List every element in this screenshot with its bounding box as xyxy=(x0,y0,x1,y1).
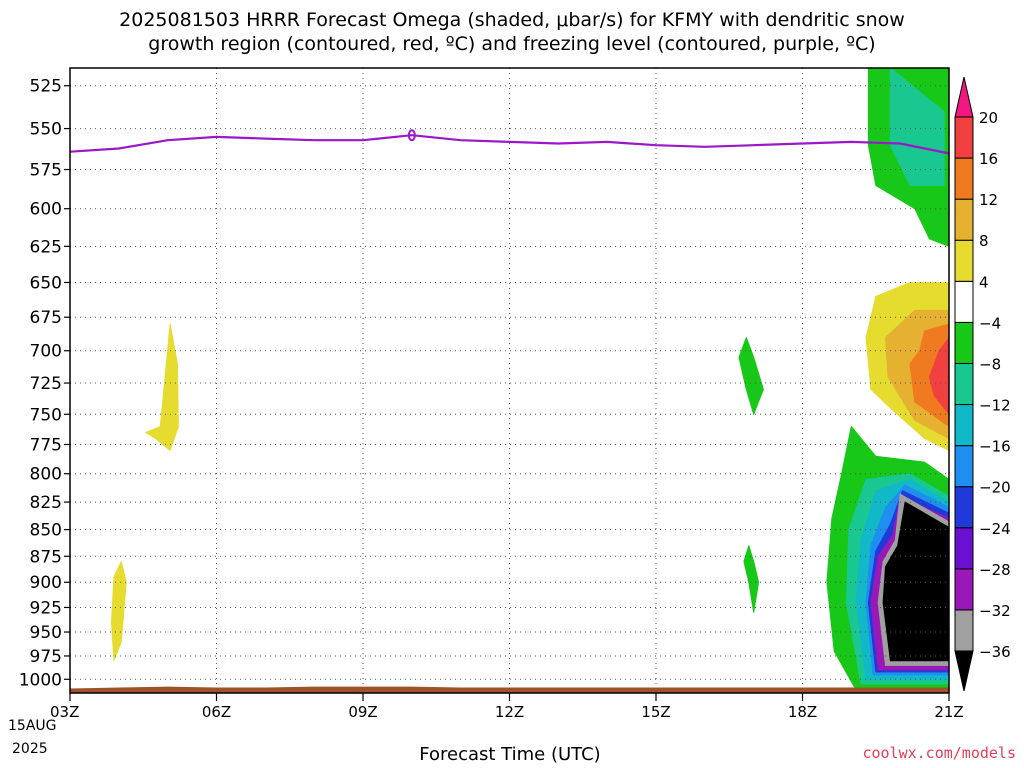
y-tick-label-575: 575 xyxy=(30,161,62,181)
x-tick-label-6z: 06Z xyxy=(202,703,231,721)
colorbar-box-9 xyxy=(954,239,974,282)
colorbar-box-1 xyxy=(954,568,974,611)
colorbar-box-3 xyxy=(954,486,974,529)
omega-region-green-neg-1700-0900 xyxy=(743,545,760,613)
plot-frame xyxy=(69,67,950,694)
y-tick-label-775: 775 xyxy=(30,435,62,455)
y-tick-label-550: 550 xyxy=(30,120,62,140)
omega-shading xyxy=(70,68,949,693)
x-axis-label: Forecast Time (UTC) xyxy=(419,744,601,765)
colorbar-label-11: −28 xyxy=(979,561,1011,579)
y-tick-label-925: 925 xyxy=(30,598,62,618)
colorbar-label-4: 4 xyxy=(979,273,989,291)
omega-region-black-neg-lower-right xyxy=(882,501,949,662)
y-tick-label-525: 525 xyxy=(30,77,62,97)
omega-region-green-neg-1700-0700 xyxy=(738,337,764,415)
colorbar: 20 16 12 8 4 −4 −8 −12 −16 −20 −24 −28 −32 −36 xyxy=(954,76,1011,692)
colorbar-box-7 xyxy=(954,321,974,364)
date-label-line1: 15AUG xyxy=(8,718,57,734)
colorbar-label-7: −12 xyxy=(979,397,1011,415)
omega-region-teal-upper-right xyxy=(889,68,945,186)
colorbar-label-6: −8 xyxy=(979,355,1001,373)
y-tick-label-825: 825 xyxy=(30,493,62,513)
chart-title-line2: growth region (contoured, red, ºC) and f… xyxy=(148,33,876,55)
colorbar-label-8: −16 xyxy=(979,438,1011,456)
x-axis: 03Z 06Z 09Z 12Z 15Z 18Z 21Z xyxy=(50,693,964,721)
credit-link[interactable]: coolwx.com/models xyxy=(862,744,1016,762)
colorbar-label-10: −24 xyxy=(979,520,1011,538)
y-tick-label-725: 725 xyxy=(30,374,62,394)
x-tick-label-9z: 09Z xyxy=(348,703,377,721)
colorbar-box-12 xyxy=(954,116,974,159)
y-tick-label-975: 975 xyxy=(30,647,62,667)
colorbar-label-3: 8 xyxy=(979,232,989,250)
x-tick-label-18z: 18Z xyxy=(788,703,817,721)
colorbar-label-12: −32 xyxy=(979,602,1011,620)
colorbar-box-8 xyxy=(954,280,974,323)
y-tick-label-750: 750 xyxy=(30,405,62,425)
grid-lines xyxy=(70,68,949,693)
colorbar-top-arrow xyxy=(954,76,974,118)
colorbar-box-10 xyxy=(954,198,974,241)
colorbar-label-1: 16 xyxy=(979,150,998,168)
y-tick-label-900: 900 xyxy=(30,573,62,593)
x-tick-label-21z: 21Z xyxy=(934,703,963,721)
y-tick-label-675: 675 xyxy=(30,308,62,328)
colorbar-label-0: 20 xyxy=(979,109,998,127)
colorbar-bottom-arrow xyxy=(954,650,974,692)
omega-region-red-pos-right xyxy=(929,337,949,415)
y-tick-label-950: 950 xyxy=(30,623,62,643)
terrain-fill xyxy=(70,686,949,693)
chart-title-line1: 2025081503 HRRR Forecast Omega (shaded, … xyxy=(119,9,905,31)
y-axis: 525 550 575 600 625 650 675 700 725 750 775 800 825 8… xyxy=(19,77,70,690)
y-tick-label-625: 625 xyxy=(30,237,62,257)
contour-lines xyxy=(70,129,949,155)
x-tick-label-12z: 12Z xyxy=(495,703,524,721)
y-tick-label-600: 600 xyxy=(30,200,62,220)
y-tick-label-850: 850 xyxy=(30,521,62,541)
colorbar-box-11 xyxy=(954,157,974,200)
date-label-line2: 2025 xyxy=(12,741,48,757)
omega-region-yellow-pos-0400-0900 xyxy=(111,561,127,662)
freezing-level-label-marker xyxy=(407,129,416,142)
colorbar-label-9: −20 xyxy=(979,479,1011,497)
y-tick-label-650: 650 xyxy=(30,273,62,293)
y-tick-label-700: 700 xyxy=(30,342,62,362)
freezing-level-line xyxy=(70,134,949,155)
y-tick-label-875: 875 xyxy=(30,547,62,567)
colorbar-label-13: −36 xyxy=(979,643,1011,661)
x-tick-label-15z: 15Z xyxy=(641,703,670,721)
y-tick-label-1000: 1000 xyxy=(19,670,62,690)
colorbar-box-5 xyxy=(954,404,974,447)
omega-region-yellow-pos-0400-0500 xyxy=(145,323,179,451)
colorbar-box-6 xyxy=(954,362,974,406)
colorbar-box-4 xyxy=(954,445,974,488)
colorbar-box-2 xyxy=(954,527,974,570)
colorbar-label-2: 12 xyxy=(979,191,998,209)
y-tick-label-800: 800 xyxy=(30,465,62,485)
colorbar-label-5: −4 xyxy=(979,314,1001,332)
x-tick-label-3z: 03Z xyxy=(50,703,79,721)
colorbar-box-0 xyxy=(954,609,974,652)
